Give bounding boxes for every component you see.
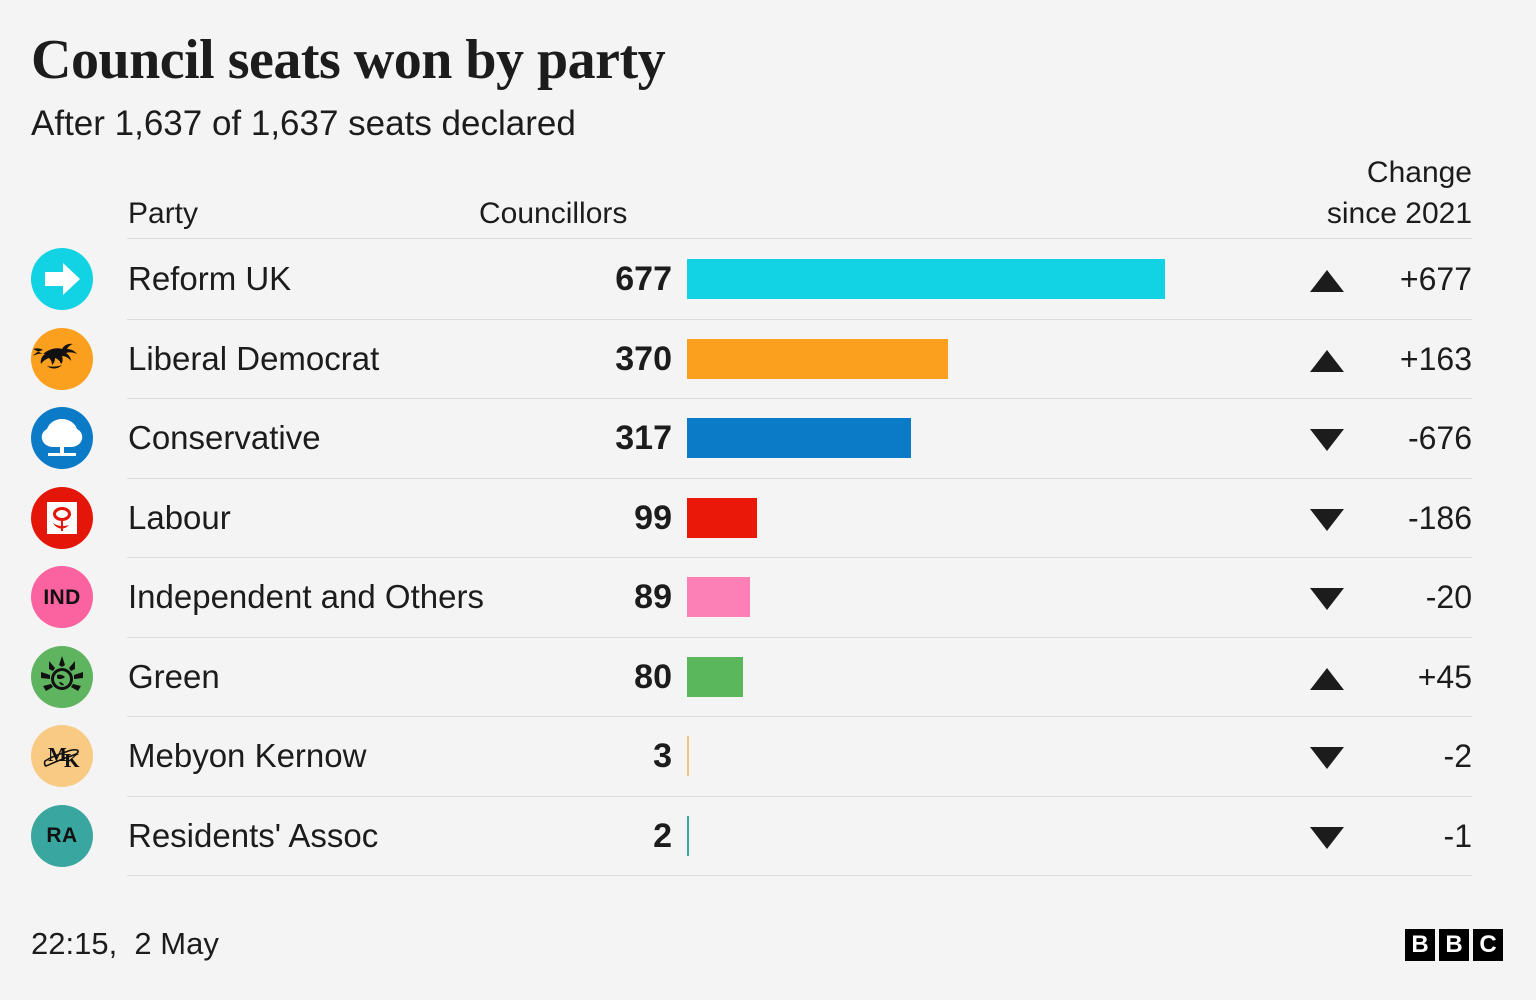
seat-bar xyxy=(687,577,750,617)
party-name: Residents' Assoc xyxy=(128,816,379,854)
arrow-up-icon xyxy=(1310,349,1344,372)
row-divider xyxy=(127,557,1472,558)
column-header-change: Change since 2021 xyxy=(1152,152,1472,234)
seat-bar xyxy=(687,736,690,776)
seat-bar xyxy=(687,338,949,379)
change-value: +163 xyxy=(1399,340,1472,377)
change-value: +677 xyxy=(1399,261,1472,297)
row-divider xyxy=(127,716,1472,717)
row-divider xyxy=(127,795,1472,797)
councillor-count: 99 xyxy=(634,498,672,537)
councillor-count: 80 xyxy=(634,657,672,696)
councillor-count: 2 xyxy=(653,816,672,855)
page-title: Council seats won by party xyxy=(31,29,666,91)
table-row[interactable]: Labour 99 -186 xyxy=(0,477,1536,558)
libdem-bird-icon xyxy=(31,327,93,390)
arrow-down-icon xyxy=(1310,826,1344,849)
councillor-count: 3 xyxy=(653,737,672,775)
table-row[interactable]: Green 80 +45 xyxy=(0,636,1536,717)
arrow-down-icon xyxy=(1310,508,1344,531)
labour-rose-icon xyxy=(31,486,93,549)
party-name: Liberal Democrat xyxy=(128,339,380,377)
change-value: -186 xyxy=(1407,499,1472,536)
column-header-change-line1: Change xyxy=(1366,156,1472,189)
councillor-count: 317 xyxy=(615,419,672,457)
table-row[interactable]: IND Independent and Others 89 -20 xyxy=(0,557,1536,637)
seat-bar xyxy=(687,259,1165,299)
party-name: Mebyon Kernow xyxy=(128,737,367,774)
seat-bar xyxy=(687,418,911,458)
svg-text:M: M xyxy=(48,744,67,766)
seat-bar xyxy=(687,815,690,856)
column-header-party: Party xyxy=(128,197,199,230)
conservative-tree-icon xyxy=(31,407,93,469)
change-value: -20 xyxy=(1425,579,1472,615)
row-divider xyxy=(127,636,1472,638)
change-value: -1 xyxy=(1443,817,1472,854)
independent-ind-icon: IND xyxy=(31,566,93,628)
timestamp-label: 22:15, 2 May xyxy=(31,926,219,961)
councillor-count: 89 xyxy=(634,578,672,616)
table-row[interactable]: Reform UK 677 +677 xyxy=(0,239,1536,319)
bbc-logo-letter: B xyxy=(1405,929,1435,961)
badge-label: IND xyxy=(43,585,81,609)
change-value: -676 xyxy=(1407,420,1472,456)
table-row[interactable]: Liberal Democrat 370 +163 xyxy=(0,318,1536,399)
seat-bar xyxy=(687,656,744,697)
party-results-table: Reform UK 677 +677 Liberal Democrat 370 +163 C… xyxy=(0,239,1536,875)
badge-label: RA xyxy=(46,824,78,847)
table-row[interactable]: RA Residents' Assoc 2 -1 xyxy=(0,795,1536,876)
page-subtitle: After 1,637 of 1,637 seats declared xyxy=(31,104,576,143)
arrow-down-icon xyxy=(1310,429,1344,451)
arrow-down-icon xyxy=(1310,588,1344,610)
bbc-logo: B B C xyxy=(1405,929,1503,961)
table-row[interactable]: Conservative 317 -676 xyxy=(0,398,1536,478)
row-divider xyxy=(127,398,1472,399)
party-name: Independent and Others xyxy=(128,578,484,615)
bbc-logo-letter: B xyxy=(1439,929,1469,961)
row-divider xyxy=(127,318,1472,320)
green-globe-icon xyxy=(31,645,93,708)
column-header-councillors: Councillors xyxy=(479,197,628,230)
change-value: -2 xyxy=(1443,738,1472,774)
column-header-change-line2: since 2021 xyxy=(1326,197,1472,230)
arrow-up-icon xyxy=(1310,667,1344,690)
arrow-up-icon xyxy=(1310,270,1344,292)
party-name: Labour xyxy=(128,498,231,536)
bbc-logo-letter: C xyxy=(1473,929,1503,961)
table-bottom-divider xyxy=(127,875,1472,876)
party-name: Conservative xyxy=(128,419,321,456)
header-divider xyxy=(127,238,1472,239)
table-row[interactable]: M K Mebyon Kernow 3 -2 xyxy=(0,716,1536,796)
svg-text:K: K xyxy=(64,750,80,772)
change-value: +45 xyxy=(1417,658,1472,695)
councillor-count: 677 xyxy=(615,260,672,298)
seat-bar xyxy=(687,497,757,538)
residents-assoc-ra-icon: RA xyxy=(31,804,93,867)
arrow-down-icon xyxy=(1310,747,1344,769)
party-name: Reform UK xyxy=(128,260,292,297)
reform-arrow-icon xyxy=(31,248,93,310)
party-name: Green xyxy=(128,657,220,695)
councillor-count: 370 xyxy=(615,339,672,378)
row-divider xyxy=(127,477,1472,479)
